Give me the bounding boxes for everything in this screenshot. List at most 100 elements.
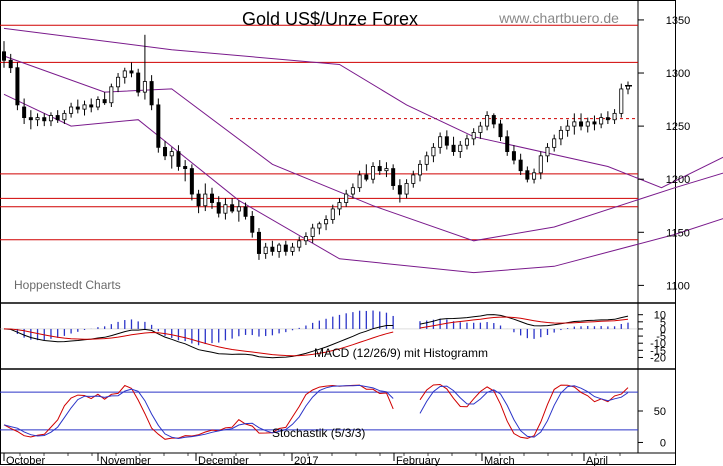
candle (95, 96, 100, 111)
x-tick-label: November (100, 455, 151, 466)
candle-body (525, 170, 530, 180)
candle (612, 109, 617, 124)
candle (391, 164, 396, 190)
candle (377, 160, 382, 175)
x-tick-label: February (396, 455, 441, 466)
candle (511, 145, 516, 165)
candle-body (558, 129, 563, 140)
candle-body (438, 136, 443, 148)
candle (116, 73, 121, 93)
candle-body (545, 146, 550, 157)
candle-body (42, 117, 47, 122)
candle (518, 153, 523, 175)
candle (176, 145, 181, 171)
candle (579, 113, 584, 131)
candle (324, 215, 329, 231)
candle-body (263, 246, 268, 254)
candle-body (15, 67, 20, 106)
source-label: Hoppenstedt Charts (14, 278, 121, 292)
candle (250, 211, 255, 238)
candle-body (189, 168, 194, 195)
candle-body (337, 202, 342, 210)
candle-body (391, 168, 396, 186)
macd-tick-label: -15 (650, 345, 666, 357)
stochastik-tick-label: 0 (660, 437, 666, 449)
candle-body (136, 72, 141, 93)
candle (491, 113, 496, 129)
macd-tick-label: -20 (650, 352, 666, 364)
macd-label: MACD (12/26/9) mit Histogramm (314, 346, 488, 360)
candle-body (250, 215, 255, 233)
candle (290, 242, 295, 256)
candle-body (82, 104, 87, 110)
candle (572, 113, 577, 135)
candle (15, 62, 20, 111)
chart-title: Gold US$/Unze Forex (242, 9, 418, 29)
candle-body (48, 115, 53, 122)
candle-body (142, 81, 147, 93)
macd-tick-label: -5 (656, 331, 666, 343)
stochastik-panel (0, 383, 638, 440)
candle-body (176, 151, 181, 167)
candle-body (129, 70, 134, 74)
candle-body (22, 106, 27, 119)
candle-body (424, 155, 429, 165)
candle (330, 204, 335, 224)
candle (89, 98, 94, 113)
candle (350, 183, 355, 199)
candle (357, 170, 362, 192)
candle-body (364, 174, 369, 180)
candle-body (102, 99, 107, 104)
candle-body (344, 193, 349, 203)
candle (532, 168, 537, 184)
price-tick-label: 1350 (666, 15, 690, 27)
candle-body (350, 187, 355, 195)
candle-body (75, 106, 80, 110)
candle-body (599, 117, 604, 125)
candle-body (203, 193, 208, 207)
candle (163, 140, 168, 161)
candle (243, 202, 248, 220)
bollinger-upper (3, 27, 723, 189)
candle-body (55, 115, 60, 121)
candle-body (538, 155, 543, 174)
candle (585, 117, 590, 133)
candle (122, 67, 127, 84)
candle (129, 62, 134, 78)
price-tick-label: 1100 (666, 280, 690, 292)
candle (149, 75, 154, 111)
candle-body (169, 151, 174, 157)
candle-body (149, 81, 154, 106)
candle-body (471, 132, 476, 140)
candle-body (619, 88, 624, 114)
x-tick-label: 2017 (294, 455, 318, 466)
candle (230, 198, 235, 214)
candle (558, 126, 563, 146)
candle (156, 98, 161, 153)
candle-body (532, 172, 537, 180)
candle (109, 83, 114, 107)
candle (223, 198, 228, 220)
candle-body (256, 231, 261, 254)
candle (444, 130, 449, 150)
candle-body (397, 185, 402, 195)
candle-body (357, 174, 362, 189)
candle (538, 151, 543, 180)
price-tick-label: 1300 (666, 68, 690, 80)
candle (8, 53, 13, 74)
candle-body (223, 204, 228, 214)
candle (28, 110, 33, 130)
price-panel (0, 24, 723, 274)
candle-body (511, 151, 516, 161)
candle (438, 132, 443, 154)
candle (626, 81, 631, 95)
candle (62, 110, 67, 124)
candle (297, 236, 302, 252)
candle (82, 100, 87, 116)
candle (411, 170, 416, 188)
stochastik-tick-label: 50 (654, 406, 666, 418)
candle (69, 102, 74, 118)
candle-body (163, 146, 168, 157)
candle-body (324, 219, 329, 225)
